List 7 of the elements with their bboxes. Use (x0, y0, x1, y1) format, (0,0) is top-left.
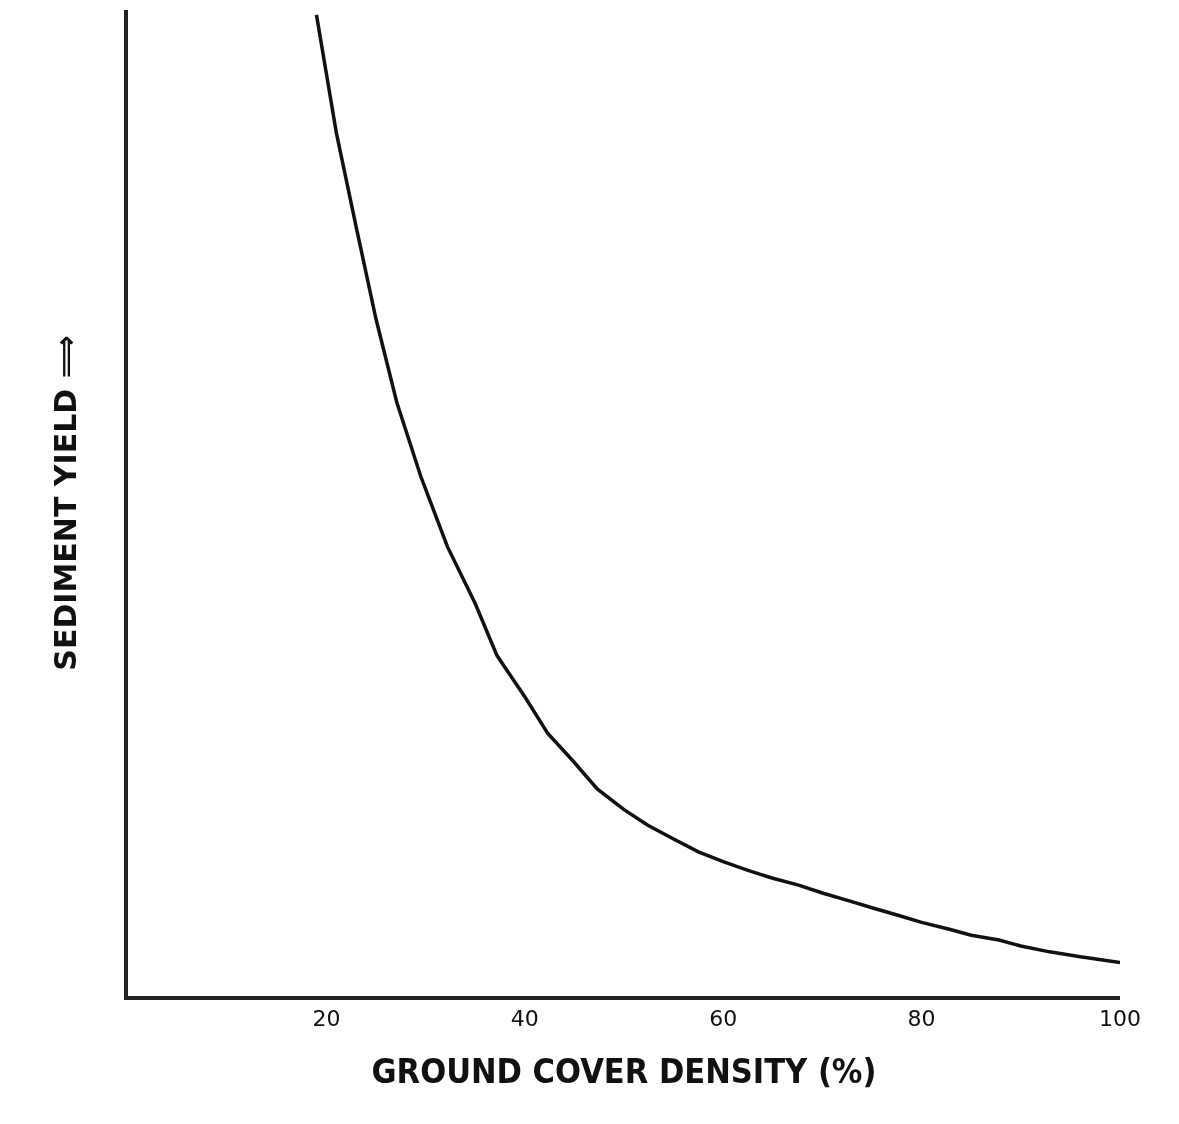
x-tick-label: 60 (709, 1006, 738, 1032)
x-tick-label: 100 (1099, 1006, 1141, 1032)
x-axis-title: GROUND COVER DENSITY (%) (371, 1051, 877, 1092)
y-axis-title: SEDIMENT YIELD ⟹ (47, 335, 83, 671)
x-tick-label: 40 (510, 1006, 539, 1032)
x-tick-label: 80 (907, 1006, 936, 1032)
x-tick-label: 20 (312, 1006, 341, 1032)
